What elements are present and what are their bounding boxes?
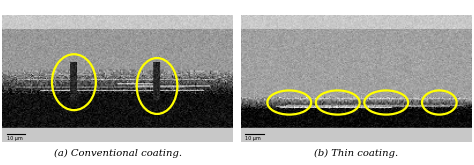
Text: (b) Thin coating.: (b) Thin coating.: [314, 149, 398, 158]
Text: 10 µm: 10 µm: [246, 136, 261, 141]
Text: 10 µm: 10 µm: [7, 136, 23, 141]
Bar: [241, 128, 472, 142]
Bar: [2, 128, 233, 142]
Text: (a) Conventional coating.: (a) Conventional coating.: [54, 149, 182, 158]
